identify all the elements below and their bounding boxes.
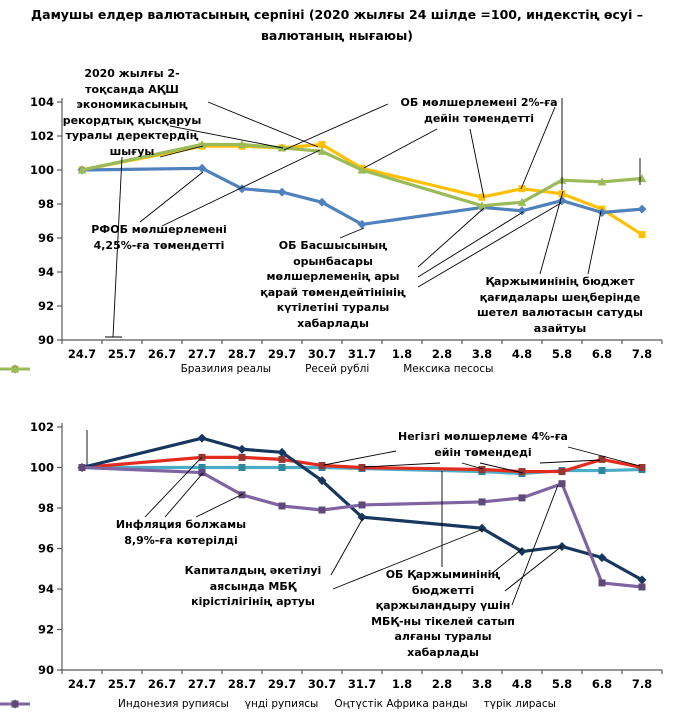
svg-text:30.7: 30.7 <box>308 677 336 691</box>
page-title: Дамушы елдер валютасының серпіні (2020 ж… <box>31 7 643 43</box>
svg-text:3.8: 3.8 <box>472 347 492 361</box>
legend-item: Индонезия рупиясы <box>0 698 229 710</box>
svg-text:25.7: 25.7 <box>108 347 136 361</box>
chart-annotation: Негізгі мөлшерлеме 4%-ға ейін төмендеді <box>398 430 568 459</box>
svg-text:27.7: 27.7 <box>188 677 216 691</box>
top-chart-canvas: 90 92 94 96 98 100 102 104 24.7 25.7 26.7 27.7 28.7 2… <box>30 95 663 361</box>
svg-text:90: 90 <box>38 333 54 347</box>
legend-item: түрік лирасы <box>0 698 556 710</box>
chart-annotation: РФОБ мөлшерлемені 4,25%-ға төмендетті <box>91 223 227 252</box>
chart-annotation: Қаржыминінің бюджет қағидалары шеңберінд… <box>476 275 643 335</box>
svg-text:100: 100 <box>30 163 54 177</box>
svg-text:98: 98 <box>38 501 54 515</box>
svg-text:1.8: 1.8 <box>392 347 412 361</box>
svg-text:24.7: 24.7 <box>68 347 96 361</box>
svg-text:26.7: 26.7 <box>148 347 176 361</box>
svg-text:31.7: 31.7 <box>348 677 376 691</box>
top-axes: 90 92 94 96 98 100 102 104 24.7 25.7 26.7 27.7 28.7 2… <box>30 95 663 361</box>
svg-text:6.8: 6.8 <box>592 677 612 691</box>
legend-item: Ресей рублі <box>0 363 370 375</box>
svg-text:102: 102 <box>30 129 54 143</box>
chart-annotation: Инфляция болжамы 8,9%-ға көтерілді <box>115 518 247 547</box>
legend-item: Мексика песосы <box>0 363 494 375</box>
svg-text:24.7: 24.7 <box>68 677 96 691</box>
svg-text:28.7: 28.7 <box>228 677 256 691</box>
svg-text:94: 94 <box>38 582 54 596</box>
bottom-chart: 90 92 94 96 98 100 102 24.7 25.7 26.7 27.7 28.7 29.7… <box>0 405 674 723</box>
legend-item: Бразилия реалы <box>0 363 272 375</box>
bottom-chart-legend: Индонезия рупиясы үнді рупиясы Оңтүстік Аф… <box>0 698 674 710</box>
svg-text:6.8: 6.8 <box>592 347 612 361</box>
svg-text:3.8: 3.8 <box>472 677 492 691</box>
svg-text:98: 98 <box>38 197 54 211</box>
legend-marker-icon <box>0 364 30 373</box>
svg-text:92: 92 <box>38 623 54 637</box>
legend-label: Индонезия рупиясы <box>118 698 229 710</box>
svg-text:27.7: 27.7 <box>188 347 216 361</box>
svg-text:26.7: 26.7 <box>148 677 176 691</box>
svg-text:96: 96 <box>38 542 54 556</box>
svg-text:25.7: 25.7 <box>108 677 136 691</box>
svg-text:29.7: 29.7 <box>268 677 296 691</box>
svg-text:104: 104 <box>30 95 54 109</box>
legend-label: Мексика песосы <box>403 363 494 375</box>
legend-label: Ресей рублі <box>305 363 370 375</box>
svg-text:2.8: 2.8 <box>432 347 452 361</box>
svg-text:5.8: 5.8 <box>552 347 572 361</box>
svg-text:7.8: 7.8 <box>632 677 652 691</box>
svg-text:90: 90 <box>38 663 54 677</box>
chart-annotation: Капиталдың әкетілуі аясында МБҚ кірістіл… <box>184 564 322 609</box>
legend-marker-icon <box>0 700 30 708</box>
svg-text:94: 94 <box>38 265 54 279</box>
top-series-Мексика песосы <box>77 140 647 210</box>
svg-text:7.8: 7.8 <box>632 347 652 361</box>
legend-label: үнді рупиясы <box>244 698 319 710</box>
chart-annotation: 2020 жылғы 2-тоқсанда АҚШ экономикасының… <box>62 67 202 159</box>
svg-text:30.7: 30.7 <box>308 347 336 361</box>
top-chart-legend: Бразилия реалы Ресей рублі Мексика песосы <box>0 363 674 375</box>
bottom-annotation-leaders <box>86 430 641 606</box>
svg-text:5.8: 5.8 <box>552 677 572 691</box>
svg-text:1.8: 1.8 <box>392 677 412 691</box>
svg-text:102: 102 <box>30 420 54 434</box>
legend-label: түрік лирасы <box>483 698 556 710</box>
legend-item: Оңтүстік Африка ранды <box>0 698 468 710</box>
bottom-chart-canvas: 90 92 94 96 98 100 102 24.7 25.7 26.7 27.7 28.7 29.7… <box>30 420 663 691</box>
svg-text:31.7: 31.7 <box>348 347 376 361</box>
svg-text:92: 92 <box>38 299 54 313</box>
svg-text:29.7: 29.7 <box>268 347 296 361</box>
chart-annotation: ОБ Қаржыминінің бюджетті қаржыландыру үш… <box>371 568 515 660</box>
legend-item: үнді рупиясы <box>0 698 319 710</box>
svg-text:4.8: 4.8 <box>512 347 532 361</box>
top-annotation-leaders <box>105 98 641 338</box>
bottom-axes: 90 92 94 96 98 100 102 24.7 25.7 26.7 27.7 28.7 29.7… <box>30 420 663 691</box>
top-chart: 90 92 94 96 98 100 102 104 24.7 25.7 26.7 27.7 28.7 2… <box>0 62 674 402</box>
legend-label: Оңтүстік Африка ранды <box>334 698 468 710</box>
svg-text:4.8: 4.8 <box>512 677 532 691</box>
svg-text:28.7: 28.7 <box>228 347 256 361</box>
svg-text:96: 96 <box>38 231 54 245</box>
svg-text:100: 100 <box>30 461 54 475</box>
chart-annotation: ОБ Басшысының орынбасары мөлшерлеменің а… <box>260 239 406 331</box>
chart-annotation: ОБ мөлшерлемені 2%-ға дейін төмендетті <box>400 96 558 125</box>
svg-text:2.8: 2.8 <box>432 677 452 691</box>
legend-label: Бразилия реалы <box>180 363 272 375</box>
